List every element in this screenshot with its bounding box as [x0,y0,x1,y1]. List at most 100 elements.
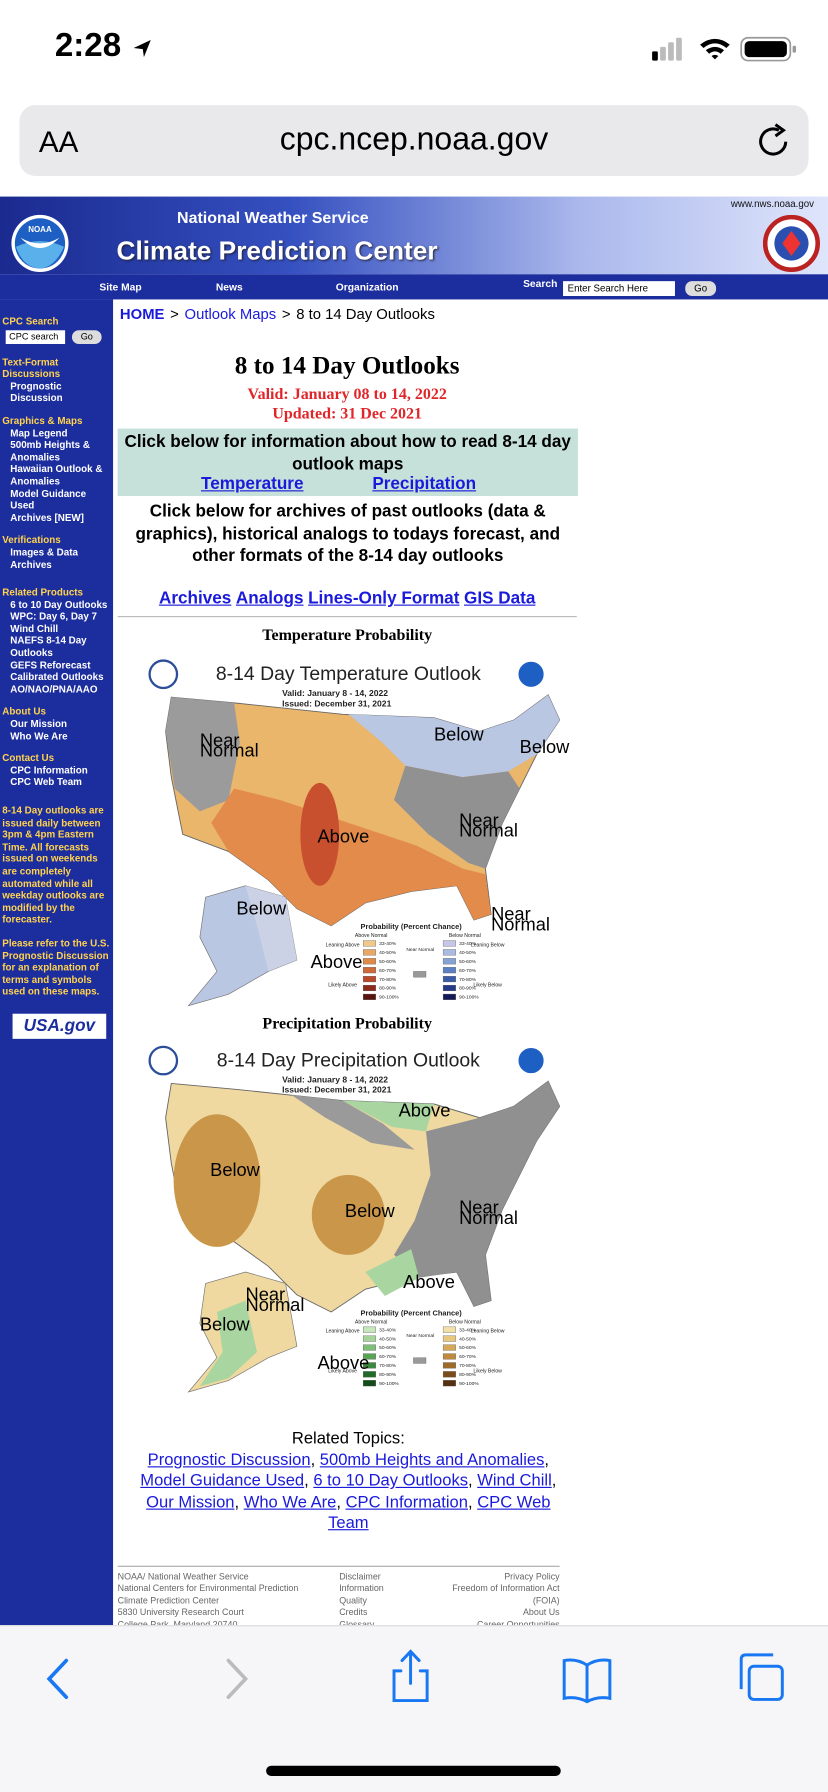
legend-swatch [442,1362,456,1369]
sidebar-link[interactable]: Our Mission [10,717,68,730]
related-link[interactable]: Who We Are [243,1493,337,1512]
sidebar-link[interactable]: CPC Information [10,764,88,776]
sidebar-link[interactable]: GEFS Reforecast Calibrated Outlooks [10,659,104,683]
info-link[interactable]: Precipitation [372,474,477,494]
sidebar-link[interactable]: 6 to 10 Day Outlooks [10,598,108,610]
precipitation-map[interactable]: Probability (Percent Chance) Above Normal… [120,1038,577,1401]
breadcrumb-link[interactable]: Outlook Maps [184,305,277,323]
home-indicator [266,1765,561,1777]
nav-link[interactable]: Site Map [99,281,142,293]
related-link[interactable]: CPC Web Team [328,1493,551,1534]
sidebar-link[interactable]: Model Guidance Used [10,487,87,512]
related-separator: , [544,1450,550,1470]
reload-button[interactable] [754,121,795,162]
back-button[interactable] [46,1658,69,1699]
legend-swatch [442,1353,456,1360]
footer-item[interactable]: Credits [339,1607,368,1618]
footer-item[interactable]: Quality [339,1595,367,1606]
sidebar-link[interactable]: Archives [NEW] [10,511,84,524]
legend-bin: 80-90% [379,1372,397,1378]
related-link[interactable]: Model Guidance Used [140,1472,305,1491]
sidebar-section-title[interactable]: Graphics & Maps [2,414,83,427]
related-separator: , [467,1493,473,1512]
legend-swatch [442,949,456,956]
legend-swatch [363,984,376,992]
nws-logo[interactable] [762,214,821,273]
sidebar-link[interactable]: WPC: Day 6, Day 7 Wind Chill [10,610,98,635]
sidebar-search-input[interactable]: CPC search [5,329,66,344]
info-link[interactable]: Temperature [201,474,304,494]
sidebar-link[interactable]: Images & Data Archives [10,546,78,570]
temperature-map[interactable]: Probability (Percent Chance) Above Normal… [120,651,577,1014]
footer-item[interactable]: About Us [522,1607,560,1618]
map-region-label: Above [399,1100,451,1121]
sidebar-link[interactable]: CPC Web Team [10,776,82,788]
map-issued: Issued: December 31, 2021 [282,1085,391,1095]
map-valid: Valid: January 8 - 14, 2022 [282,688,388,698]
footer-item[interactable]: Privacy Policy [504,1571,560,1582]
archive-link[interactable]: GIS Data [464,588,536,609]
legend-swatch [442,940,456,947]
nws-link[interactable]: www.nws.noaa.gov [730,197,815,210]
sidebar-section-title[interactable]: Related Products [2,586,84,598]
agency-name: National Weather Service [177,208,369,227]
footer-item[interactable]: Glossary [339,1619,375,1630]
sidebar-link[interactable]: NAEFS 8-14 Day Outlooks [10,634,87,659]
search-input[interactable]: Enter Search Here [563,281,675,297]
related-link[interactable]: Our Mission [146,1493,235,1512]
legend-bin: 40-50% [459,1336,477,1342]
breadcrumb-separator: > [281,305,291,323]
footer-item[interactable]: Information [339,1583,384,1594]
footer-item: NOAA/ National Weather Service [117,1571,249,1582]
legend-header: Above Normal [355,933,387,939]
url[interactable]: cpc.ncep.noaa.gov [279,121,549,157]
search-button[interactable]: Go [685,281,717,297]
share-button[interactable] [392,1649,429,1703]
archive-link[interactable]: Lines-Only Format [308,588,460,609]
usa-gov-logo[interactable]: USA.gov [12,1013,107,1039]
sidebar-link[interactable]: Who We Are [10,729,68,742]
sidebar-section-title[interactable]: About Us [2,705,46,718]
legend-bin: 60-70% [379,968,397,974]
noaa-logo[interactable]: NOAA [9,213,71,275]
archive-link[interactable]: Archives [158,588,232,609]
sidebar-link[interactable]: Hawaiian Outlook & Anomalies [10,463,103,487]
sidebar-section-title[interactable]: Contact Us [2,752,55,764]
sidebar-link[interactable]: 500mb Heights & Anomalies [10,439,90,463]
bookmarks-button[interactable] [562,1658,612,1704]
footer-item[interactable]: Career Opportunities [476,1619,560,1630]
forward-button[interactable] [226,1658,249,1699]
related-link[interactable]: Prognostic Discussion [147,1450,311,1470]
map-region-label: Below [434,724,485,745]
related-link[interactable]: 500mb Heights and Anomalies [319,1450,545,1470]
legend-title: Probability (Percent Chance) [361,1308,463,1317]
sidebar-sections: Text-Format Discussions Prognostic Discus… [2,356,110,788]
url-bar[interactable] [19,105,809,177]
legend-bin: 33-40% [459,941,477,947]
tabs-button[interactable] [739,1653,784,1701]
legend-swatch [413,1357,427,1364]
nav-link[interactable]: Organization [335,281,399,293]
nav-link[interactable]: News [215,281,243,293]
footer-item[interactable]: Disclaimer [339,1571,381,1582]
footer-item[interactable]: (FOIA) [532,1595,560,1606]
breadcrumb-link[interactable]: HOME [119,305,165,323]
legend-swatch [363,958,376,965]
text-size-button[interactable]: AA [38,124,79,159]
archive-link[interactable]: Analogs [235,588,304,609]
sidebar-search-button[interactable]: Go [71,329,102,344]
map-issued: Issued: December 31, 2021 [282,698,391,708]
related-link[interactable]: CPC Information [345,1493,468,1512]
sidebar-link[interactable]: AO/NAO/PNA/AAO [10,683,98,695]
sidebar-link[interactable]: Prognostic Discussion [10,380,63,404]
toolbar-icons [46,1649,784,1704]
legend-swatch [363,940,376,947]
sidebar-link[interactable]: Map Legend [10,426,68,439]
related-link[interactable]: 6 to 10 Day Outlooks [313,1472,469,1491]
sidebar-section-title[interactable]: Verifications [2,534,61,546]
related-link[interactable]: Wind Chill [477,1472,552,1491]
legend-swatch [363,1326,376,1333]
map-region-label: Above [403,1271,455,1292]
footer-item[interactable]: Freedom of Information Act [452,1583,560,1594]
legend-swatch [442,1371,456,1378]
